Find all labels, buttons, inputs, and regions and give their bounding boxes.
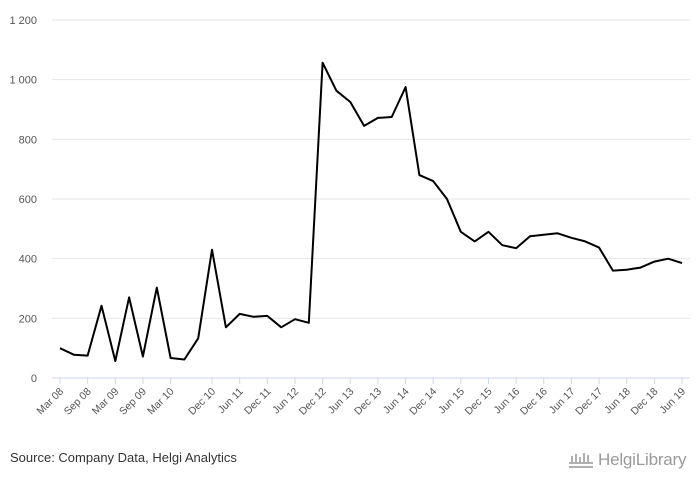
logo-text: HelgiLibrary [598, 450, 687, 469]
x-tick-label: Mar 09 [90, 386, 122, 418]
y-tick-label: 600 [19, 194, 37, 206]
x-tick-label: Dec 16 [518, 386, 550, 418]
x-tick-label: Jun 11 [216, 386, 246, 416]
x-tick-label: Jun 17 [547, 386, 578, 417]
x-tick-label: Jun 16 [491, 386, 522, 417]
y-tick-label: 1 000 [9, 75, 37, 87]
library-logo-icon [569, 453, 593, 468]
x-tick-label: Sep 09 [117, 386, 149, 418]
y-tick-label: 800 [19, 134, 37, 146]
x-tick-label: Jun 14 [381, 386, 412, 417]
x-tick-label: Jun 19 [657, 386, 688, 417]
y-tick-label: 1 200 [9, 15, 37, 27]
x-tick-label: Dec 14 [407, 386, 439, 418]
source-note: Source: Company Data, Helgi Analytics [10, 450, 237, 465]
x-tick-label: Dec 17 [573, 386, 605, 418]
x-tick-label: Dec 15 [463, 386, 495, 418]
y-axis: 0 200 400 600 800 1 000 1 200 [9, 15, 37, 385]
x-tick-label: Jun 12 [270, 386, 301, 417]
x-tick-label: Dec 12 [297, 386, 329, 418]
helgi-library-logo: HelgiLibrary [568, 449, 687, 471]
x-tick-label: Dec 10 [186, 386, 218, 418]
y-tick-label: 400 [19, 254, 37, 266]
x-tick-label: Mar 08 [35, 386, 67, 418]
x-tick-label: Jun 18 [602, 386, 633, 417]
y-tick-label: 0 [31, 373, 37, 385]
grid-lines [52, 19, 690, 379]
y-tick-label: 200 [19, 313, 37, 325]
x-tick-label: Dec 11 [242, 386, 274, 418]
x-tick-label: Jun 13 [326, 386, 357, 417]
x-tick-label: Dec 18 [628, 386, 660, 418]
x-tick-label: Dec 13 [352, 386, 384, 418]
x-tick-label: Mar 10 [145, 386, 177, 418]
x-tick-label: Sep 08 [62, 386, 94, 418]
series-line [59, 61, 683, 362]
x-tick-label: Jun 15 [436, 386, 467, 417]
series-layer [59, 61, 683, 362]
